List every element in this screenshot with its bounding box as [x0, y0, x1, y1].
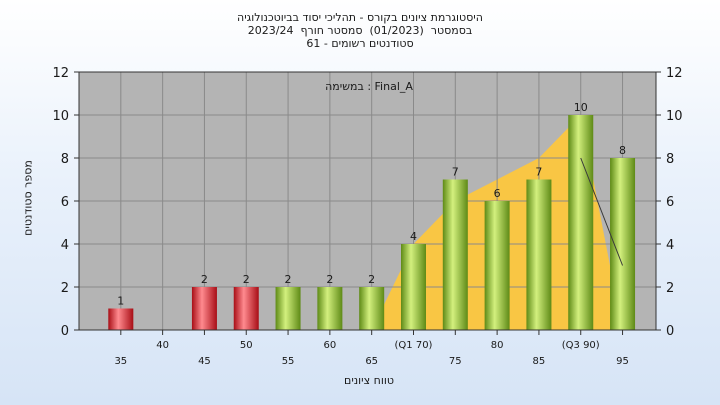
histogram-bar	[317, 287, 343, 330]
histogram-bar	[108, 308, 134, 330]
histogram-bar	[568, 115, 594, 330]
bar-value-label: 2	[243, 273, 250, 286]
x-tick-label: 50	[240, 340, 253, 351]
y-tick-label: 10	[52, 109, 69, 124]
bar-value-label: 2	[326, 273, 333, 286]
bar-value-label: 7	[452, 166, 459, 179]
bar-value-label: 8	[619, 144, 626, 157]
x-tick-label: 35	[114, 356, 127, 367]
y-tick-label: 12	[52, 66, 69, 81]
y-tick-label-right: 10	[666, 109, 683, 124]
y-tick-label-right: 2	[666, 281, 674, 296]
histogram-bar	[275, 287, 301, 330]
x-tick-label: 55	[282, 356, 295, 367]
y-tick-label: 8	[61, 152, 69, 167]
histogram-bar	[484, 201, 510, 330]
x-tick-label: 75	[449, 356, 462, 367]
bar-value-label: 4	[410, 230, 417, 243]
y-tick-label-right: 4	[666, 238, 674, 253]
x-tick-label: 80	[491, 340, 504, 351]
x-tick-label: (Q3 90)	[562, 340, 600, 351]
bar-value-label: 7	[535, 166, 542, 179]
histogram-bar	[359, 287, 385, 330]
histogram-bar	[233, 287, 259, 330]
y-tick-label: 0	[61, 324, 69, 339]
histogram-bar	[191, 287, 217, 330]
y-tick-label-right: 0	[666, 324, 674, 339]
bar-value-label: 2	[368, 273, 375, 286]
y-tick-label-right: 6	[666, 195, 674, 210]
histogram-bar	[400, 244, 426, 330]
chart-registered-line: סטודנטים רשומים - 61	[306, 37, 414, 50]
bar-value-label: 2	[285, 273, 292, 286]
x-tick-label: 65	[365, 356, 378, 367]
chart-title-block: היסטוגרמת ציונים בקורס - תהליכי יסוד בבי…	[0, 11, 720, 50]
x-axis-title: טווח ציונים	[344, 374, 394, 387]
y-tick-label-right: 8	[666, 152, 674, 167]
y-tick-label: 6	[61, 195, 69, 210]
bar-value-label: 1	[117, 295, 124, 308]
y-tick-label: 4	[61, 238, 69, 253]
bar-value-label: 10	[574, 101, 588, 114]
x-tick-label: 40	[156, 340, 169, 351]
trend-line	[580, 157, 624, 266]
bar-value-label: 6	[494, 187, 501, 200]
bar-value-label: 2	[201, 273, 208, 286]
x-tick-label: 45	[198, 356, 211, 367]
y-tick-label-right: 12	[666, 66, 683, 81]
x-tick-label: (Q1 70)	[395, 340, 433, 351]
x-tick-label: 95	[616, 356, 629, 367]
chart-title-line: היסטוגרמת ציונים בקורס - תהליכי יסוד בבי…	[237, 11, 483, 24]
x-tick-label: 60	[324, 340, 337, 351]
chart-annotation: במשימה : Final_A	[325, 80, 413, 93]
x-tick-label: 85	[533, 356, 546, 367]
histogram-bar	[442, 179, 468, 330]
chart-subtitle-line: בסמסטר (01/2023) סמסטר חורף 2023/24	[247, 24, 473, 37]
y-tick-label: 2	[61, 281, 69, 296]
histogram-bar	[526, 179, 552, 330]
